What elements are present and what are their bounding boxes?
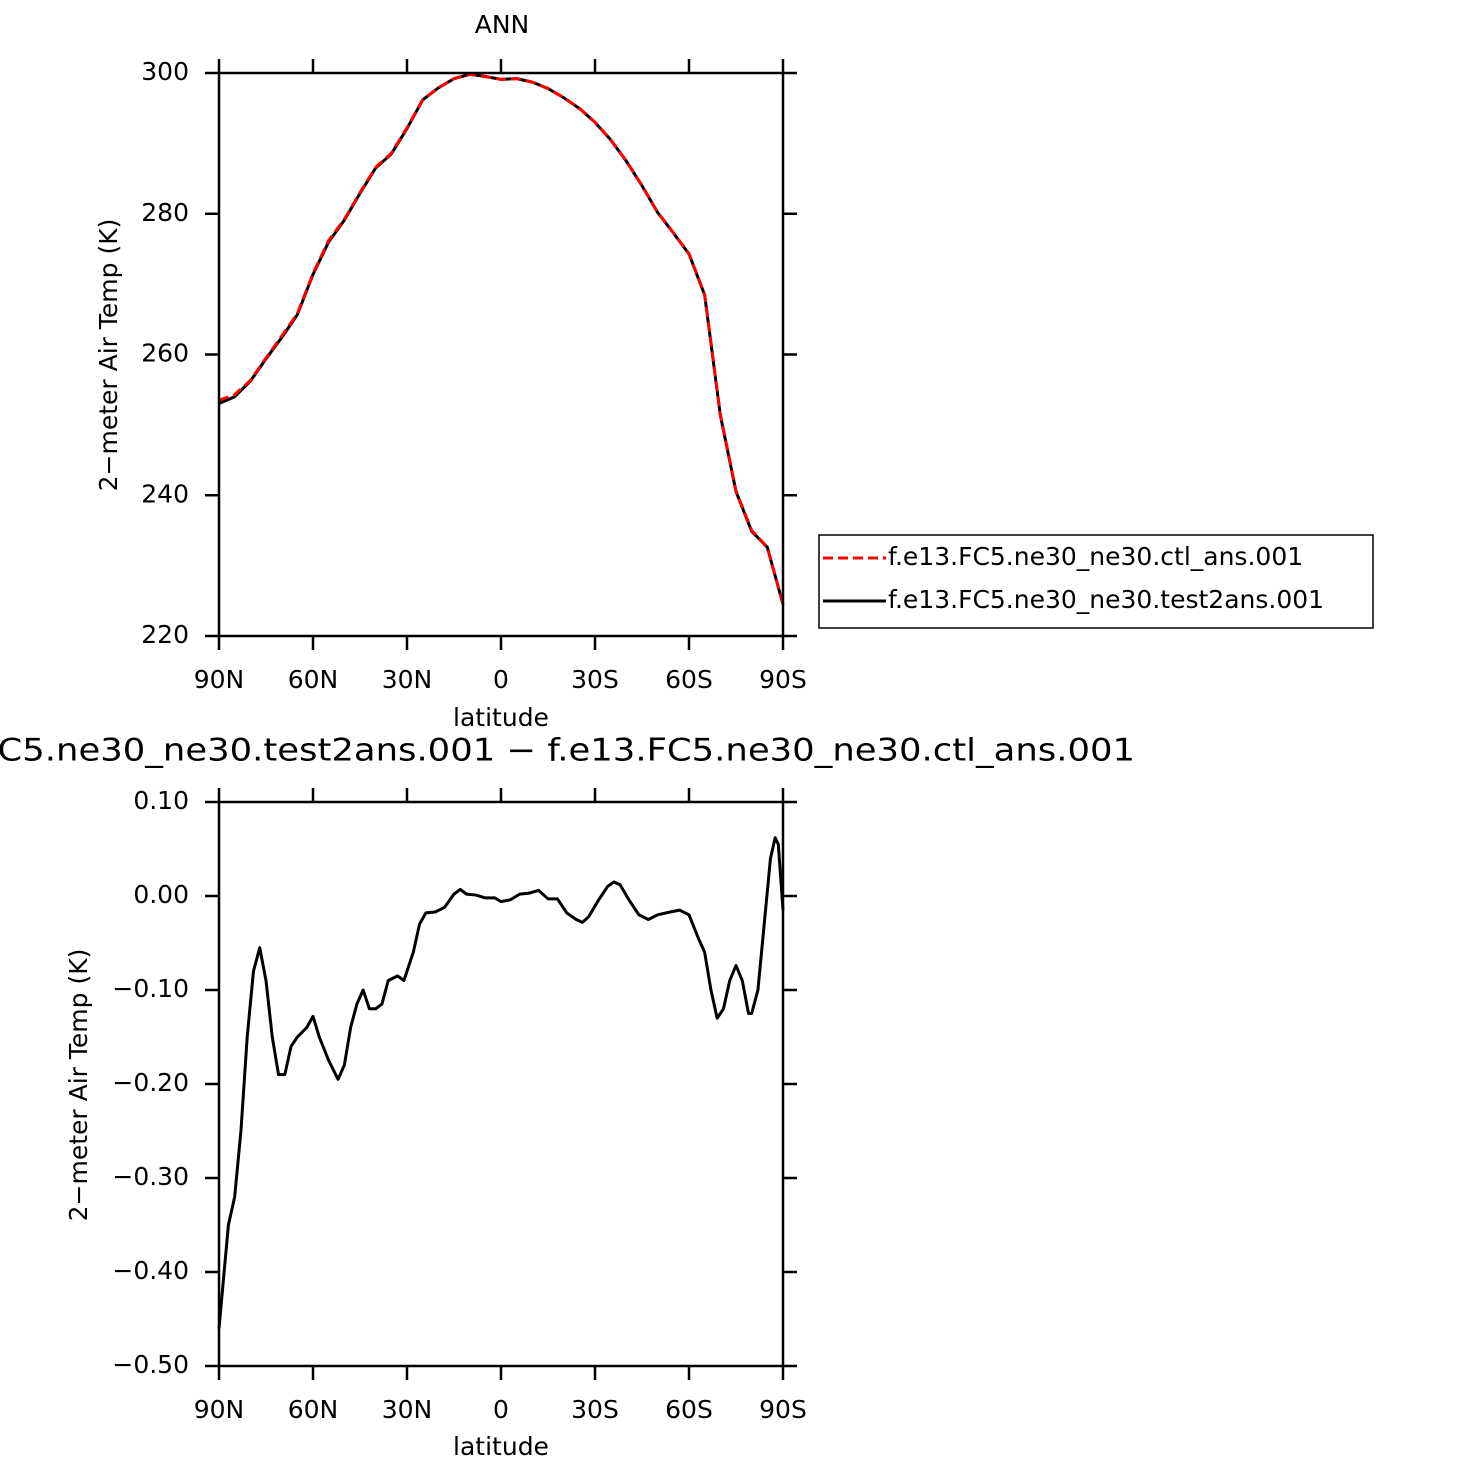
legend-label: f.e13.FC5.ne30_ne30.ctl_ans.001 [888, 542, 1303, 571]
x-tick-label: 60N [288, 1395, 339, 1424]
y-tick-label: −0.40 [112, 1256, 189, 1285]
legend-label: f.e13.FC5.ne30_ne30.test2ans.001 [888, 585, 1324, 614]
y-tick-label: 300 [141, 57, 189, 86]
x-tick-label: 30S [571, 665, 619, 694]
x-tick-label: 30N [382, 665, 433, 694]
chart-title: f.e13.FC5.ne30_ne30.test2ans.001 − f.e13… [0, 733, 1135, 769]
y-tick-label: −0.20 [112, 1068, 189, 1097]
y-tick-label: 220 [141, 620, 189, 649]
y-axis-label: 2−meter Air Temp (K) [64, 949, 93, 1222]
x-axis-label: latitude [453, 703, 549, 732]
x-tick-label: 0 [493, 1395, 509, 1424]
x-tick-label: 90N [194, 665, 245, 694]
data-line [218, 72, 785, 605]
x-tick-label: 30S [571, 1395, 619, 1424]
y-tick-label: −0.30 [112, 1162, 189, 1191]
x-axis-label: latitude [453, 1432, 549, 1461]
y-tick-label: 260 [141, 339, 189, 368]
plot-frame [217, 800, 785, 1368]
legend-box [818, 534, 1374, 629]
x-tick-label: 60S [665, 665, 713, 694]
y-axis-label: 2−meter Air Temp (K) [94, 219, 123, 492]
y-tick-label: 0.00 [133, 880, 189, 909]
x-tick-label: 0 [493, 665, 509, 694]
y-tick-label: 0.10 [133, 786, 189, 815]
y-tick-label: 240 [141, 479, 189, 508]
x-tick-label: 90S [759, 665, 807, 694]
x-tick-label: 90N [194, 1395, 245, 1424]
data-line [218, 72, 785, 605]
chart-title: ANN [475, 10, 530, 39]
x-tick-label: 60S [665, 1395, 713, 1424]
x-tick-label: 30N [382, 1395, 433, 1424]
plot-frame [217, 71, 785, 638]
y-tick-label: −0.10 [112, 974, 189, 1003]
x-tick-label: 60N [288, 665, 339, 694]
data-line [217, 836, 785, 1329]
y-tick-label: 280 [141, 198, 189, 227]
y-tick-label: −0.50 [112, 1350, 189, 1379]
x-tick-label: 90S [759, 1395, 807, 1424]
